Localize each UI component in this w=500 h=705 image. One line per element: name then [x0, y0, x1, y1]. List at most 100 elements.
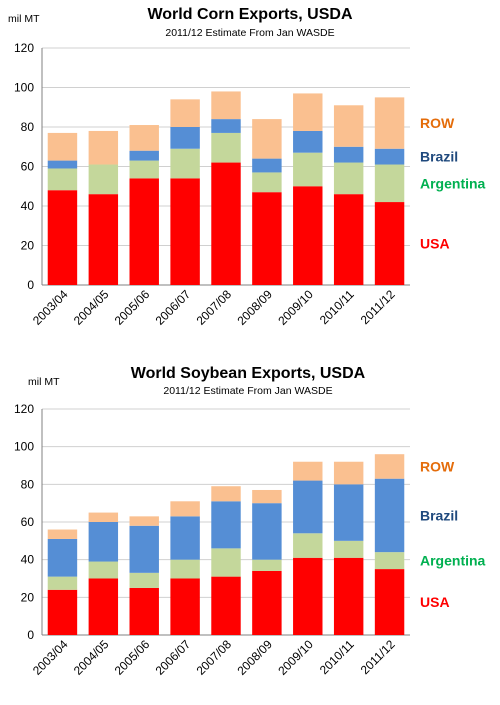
- bar-usa-2005-06: [129, 178, 159, 285]
- legend-label-argentina: Argentina: [420, 175, 486, 191]
- bar-argentina-2010-11: [333, 540, 364, 558]
- bar-brazil-2006-07: [170, 516, 200, 560]
- y-axis-unit: mil MT: [28, 376, 60, 388]
- bar-usa-2004-05: [88, 194, 119, 285]
- x-tick-label: 2007/08: [194, 637, 235, 678]
- x-tick-label: 2004/05: [71, 637, 112, 678]
- y-tick-label: 100: [14, 440, 34, 454]
- bar-argentina-2007-08: [211, 132, 241, 163]
- x-tick-label: 2004/05: [71, 287, 112, 328]
- x-tick-label: 2007/08: [194, 287, 235, 328]
- bar-brazil-2005-06: [129, 525, 159, 573]
- bar-row-2011-12: [374, 454, 405, 479]
- x-tick-label: 2011/12: [358, 637, 398, 677]
- y-tick-label: 0: [27, 628, 34, 642]
- bar-row-2008-09: [252, 489, 282, 504]
- bar-brazil-2011-12: [374, 478, 405, 553]
- bar-brazil-2004-05: [88, 522, 119, 562]
- legend-label-row: ROW: [420, 115, 455, 131]
- x-tick-label: 2006/07: [153, 637, 194, 678]
- bar-argentina-2006-07: [170, 148, 200, 179]
- y-tick-label: 120: [14, 402, 34, 416]
- bar-brazil-2003-04: [47, 160, 78, 169]
- x-tick-label: 2008/09: [234, 287, 275, 328]
- bar-row-2007-08: [211, 91, 241, 120]
- bar-row-2003-04: [47, 132, 78, 161]
- bar-row-2004-05: [88, 512, 119, 522]
- x-tick-label: 2005/06: [112, 287, 153, 328]
- bar-row-2010-11: [333, 105, 364, 147]
- y-tick-label: 20: [21, 590, 35, 604]
- bar-usa-2007-08: [211, 576, 241, 635]
- x-tick-label: 2009/10: [275, 637, 316, 678]
- bar-row-2005-06: [129, 516, 159, 526]
- soybean-exports-chart: World Soybean Exports, USDA 2011/12 Esti…: [14, 365, 486, 678]
- bar-usa-2003-04: [47, 190, 78, 285]
- bar-row-2007-08: [211, 486, 241, 502]
- chart-title: World Soybean Exports, USDA: [131, 365, 366, 382]
- bar-argentina-2006-07: [170, 559, 200, 579]
- bar-argentina-2010-11: [333, 162, 364, 195]
- bar-argentina-2003-04: [47, 168, 78, 191]
- bar-argentina-2005-06: [129, 572, 159, 588]
- bar-usa-2006-07: [170, 578, 200, 635]
- y-tick-label: 80: [21, 120, 35, 134]
- bar-row-2008-09: [252, 119, 282, 159]
- y-tick-label: 60: [21, 515, 35, 529]
- legend-label-argentina: Argentina: [420, 553, 486, 569]
- bar-usa-2008-09: [252, 570, 282, 635]
- y-tick-label: 20: [21, 239, 35, 253]
- x-tick-label: 2008/09: [234, 637, 275, 678]
- bar-argentina-2004-05: [88, 164, 119, 195]
- bar-brazil-2010-11: [333, 484, 364, 541]
- bar-argentina-2004-05: [88, 561, 119, 579]
- bar-brazil-2005-06: [129, 150, 159, 161]
- x-tick-label: 2003/04: [30, 637, 71, 678]
- corn-exports-chart: World Corn Exports, USDA 2011/12 Estimat…: [8, 6, 486, 328]
- bar-brazil-2011-12: [374, 148, 405, 165]
- bar-usa-2004-05: [88, 578, 119, 635]
- bar-argentina-2003-04: [47, 576, 78, 590]
- y-axis-unit: mil MT: [8, 13, 40, 25]
- bar-argentina-2009-10: [293, 533, 323, 558]
- bar-brazil-2007-08: [211, 119, 241, 133]
- chart-title: World Corn Exports, USDA: [147, 6, 352, 23]
- bar-argentina-2009-10: [293, 152, 323, 187]
- legend-label-row: ROW: [420, 458, 455, 474]
- bar-argentina-2008-09: [252, 172, 282, 193]
- bar-usa-2009-10: [293, 186, 323, 285]
- legend-label-brazil: Brazil: [420, 149, 458, 165]
- bar-argentina-2008-09: [252, 559, 282, 571]
- bar-row-2005-06: [129, 125, 159, 151]
- y-tick-label: 80: [21, 477, 35, 491]
- bar-usa-2006-07: [170, 178, 200, 285]
- bar-brazil-2003-04: [47, 538, 78, 577]
- x-tick-label: 2009/10: [275, 287, 316, 328]
- legend-label-brazil: Brazil: [420, 507, 458, 523]
- bar-usa-2008-09: [252, 192, 282, 285]
- bar-brazil-2010-11: [333, 146, 364, 163]
- bar-row-2003-04: [47, 529, 78, 539]
- legend-label-usa: USA: [420, 594, 450, 610]
- bar-argentina-2007-08: [211, 548, 241, 577]
- x-tick-label: 2010/11: [317, 637, 357, 677]
- legend-label-usa: USA: [420, 236, 450, 252]
- x-tick-label: 2006/07: [153, 287, 194, 328]
- bar-brazil-2009-10: [293, 480, 323, 534]
- bar-usa-2007-08: [211, 162, 241, 285]
- bar-usa-2010-11: [333, 557, 364, 635]
- x-tick-label: 2011/12: [358, 287, 398, 327]
- bar-usa-2011-12: [374, 202, 405, 285]
- bar-usa-2009-10: [293, 557, 323, 635]
- bar-row-2010-11: [333, 461, 364, 485]
- y-tick-label: 0: [27, 278, 34, 292]
- bar-usa-2010-11: [333, 194, 364, 285]
- bar-brazil-2006-07: [170, 127, 200, 149]
- bar-row-2006-07: [170, 501, 200, 517]
- x-tick-label: 2010/11: [317, 287, 357, 327]
- y-tick-label: 40: [21, 553, 35, 567]
- bar-row-2004-05: [88, 130, 119, 165]
- bar-argentina-2011-12: [374, 164, 405, 203]
- bar-usa-2011-12: [374, 569, 405, 635]
